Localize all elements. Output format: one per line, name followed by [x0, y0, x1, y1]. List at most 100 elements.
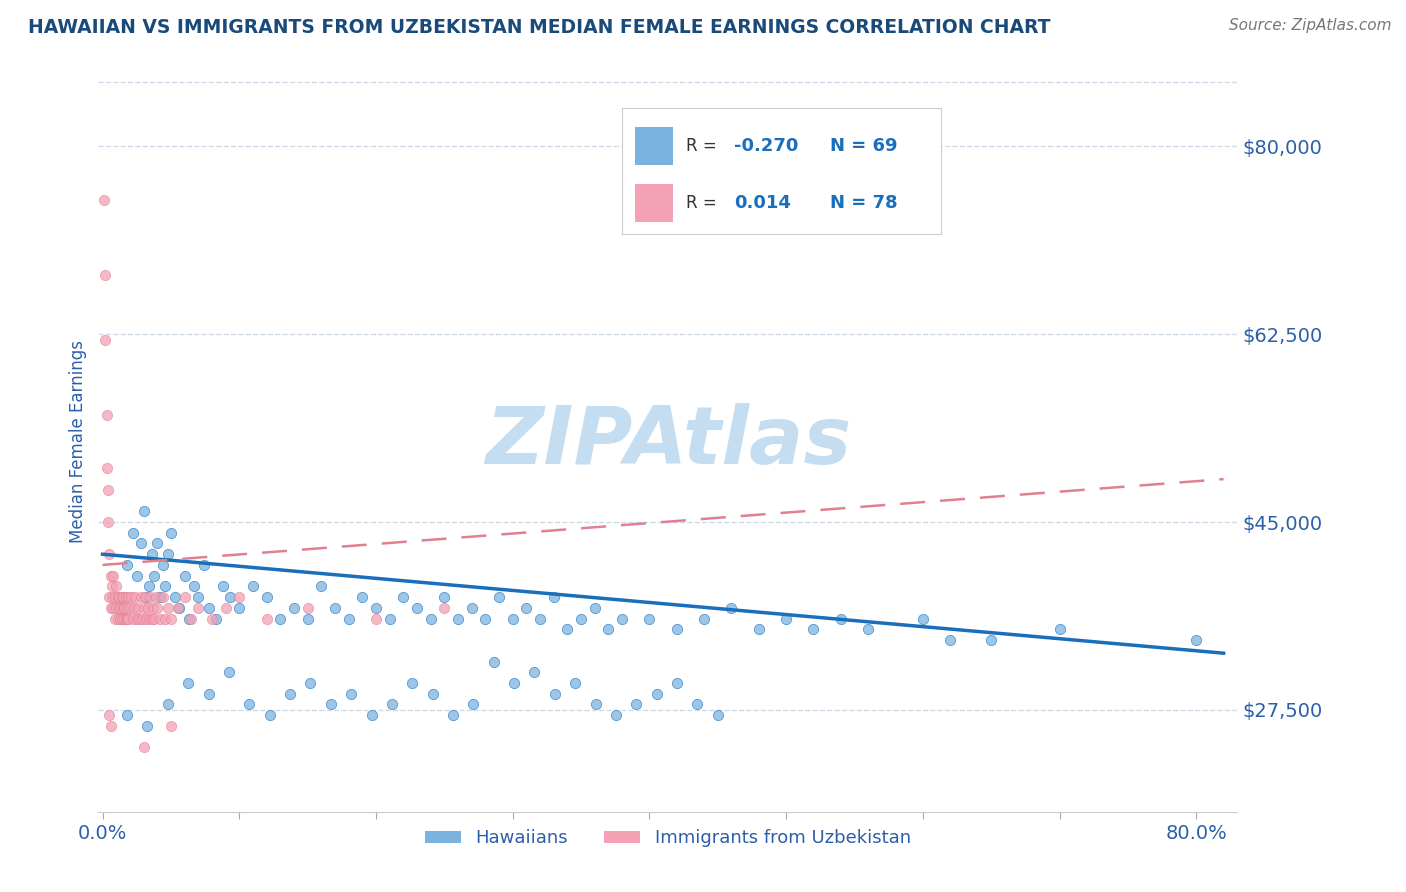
- Point: [557, 623, 579, 637]
- Point: [103, 600, 125, 615]
- Point: [401, 676, 423, 690]
- Point: [515, 600, 537, 615]
- Point: [120, 590, 142, 604]
- Point: [775, 611, 797, 625]
- Point: [585, 698, 607, 712]
- Point: [166, 600, 188, 615]
- Point: [98, 547, 121, 561]
- Point: [112, 590, 135, 604]
- Point: [269, 611, 291, 625]
- Point: [100, 568, 122, 582]
- Point: [569, 611, 592, 625]
- Point: [160, 719, 183, 733]
- Point: [198, 600, 221, 615]
- Point: [145, 590, 167, 604]
- Point: [463, 698, 485, 712]
- Point: [422, 687, 444, 701]
- Text: HAWAIIAN VS IMMIGRANTS FROM UZBEKISTAN MEDIAN FEMALE EARNINGS CORRELATION CHART: HAWAIIAN VS IMMIGRANTS FROM UZBEKISTAN M…: [28, 18, 1050, 37]
- Point: [135, 590, 157, 604]
- Point: [256, 611, 278, 625]
- Point: [136, 719, 159, 733]
- Point: [256, 590, 278, 604]
- Point: [157, 547, 180, 561]
- Point: [242, 579, 264, 593]
- Point: [803, 623, 825, 637]
- Point: [149, 590, 172, 604]
- Point: [108, 590, 131, 604]
- Point: [433, 600, 456, 615]
- Point: [183, 579, 205, 593]
- Point: [114, 590, 136, 604]
- Point: [138, 611, 160, 625]
- Point: [693, 611, 716, 625]
- Point: [830, 611, 852, 625]
- Point: [201, 611, 224, 625]
- Point: [157, 600, 180, 615]
- Point: [441, 708, 464, 723]
- Point: [128, 611, 150, 625]
- Point: [115, 611, 138, 625]
- Point: [187, 590, 209, 604]
- Point: [136, 600, 159, 615]
- Point: [502, 611, 524, 625]
- Point: [297, 600, 319, 615]
- Point: [135, 611, 157, 625]
- Point: [187, 600, 209, 615]
- Point: [543, 590, 565, 604]
- Point: [211, 579, 233, 593]
- Point: [167, 600, 190, 615]
- Point: [129, 590, 152, 604]
- Text: Source: ZipAtlas.com: Source: ZipAtlas.com: [1229, 18, 1392, 33]
- Point: [529, 611, 551, 625]
- Point: [160, 525, 183, 540]
- Y-axis label: Median Female Earnings: Median Female Earnings: [69, 340, 87, 543]
- Point: [134, 590, 156, 604]
- Point: [214, 600, 236, 615]
- Point: [132, 600, 155, 615]
- Point: [127, 600, 149, 615]
- Point: [173, 590, 195, 604]
- Point: [309, 579, 332, 593]
- Point: [319, 698, 342, 712]
- Point: [352, 590, 374, 604]
- Point: [100, 600, 122, 615]
- Point: [104, 590, 127, 604]
- Point: [121, 611, 143, 625]
- Point: [97, 483, 120, 497]
- Point: [666, 676, 689, 690]
- Point: [748, 623, 770, 637]
- Point: [156, 698, 179, 712]
- Point: [146, 536, 169, 550]
- Point: [101, 579, 124, 593]
- Point: [139, 590, 162, 604]
- Point: [110, 600, 132, 615]
- Point: [98, 708, 121, 723]
- Point: [360, 708, 382, 723]
- Point: [94, 333, 117, 347]
- Point: [98, 590, 121, 604]
- Point: [406, 600, 429, 615]
- Point: [278, 687, 301, 701]
- Point: [720, 600, 742, 615]
- Point: [108, 600, 131, 615]
- Point: [155, 611, 177, 625]
- Point: [117, 590, 139, 604]
- Point: [105, 600, 128, 615]
- Point: [155, 579, 177, 593]
- Point: [124, 590, 146, 604]
- Point: [112, 600, 135, 615]
- Point: [299, 676, 322, 690]
- Point: [447, 611, 470, 625]
- Point: [706, 708, 728, 723]
- Point: [142, 600, 165, 615]
- Text: ZIPAtlas: ZIPAtlas: [485, 402, 851, 481]
- Point: [115, 558, 138, 572]
- Point: [129, 536, 152, 550]
- Point: [177, 676, 200, 690]
- Point: [686, 698, 709, 712]
- Point: [605, 708, 627, 723]
- Point: [544, 687, 567, 701]
- Point: [132, 740, 155, 755]
- Point: [110, 611, 132, 625]
- Point: [118, 600, 141, 615]
